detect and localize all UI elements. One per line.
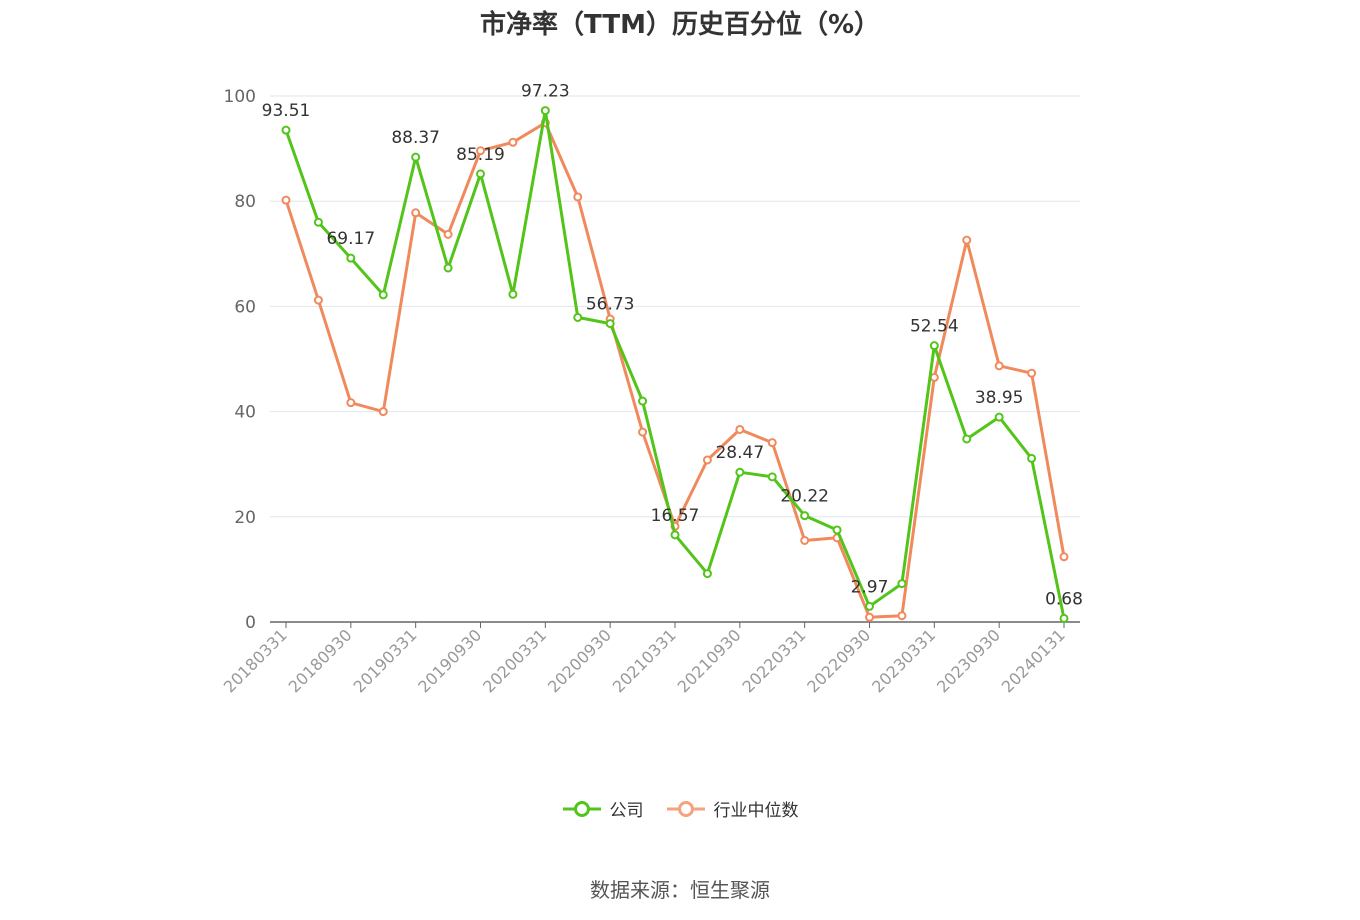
y-tick-label: 40	[234, 403, 256, 423]
data-point-company	[767, 472, 777, 482]
data-point-company	[1027, 453, 1037, 463]
data-point-industry	[800, 535, 810, 545]
grid-layer	[270, 95, 1080, 518]
x-tick-label: 20240131	[998, 625, 1069, 696]
data-point-industry	[865, 612, 874, 622]
x-tick-label: 20210930	[674, 625, 745, 696]
data-point-industry	[573, 192, 583, 202]
x-tick-label: 20180930	[285, 625, 356, 696]
data-label: 52.54	[910, 317, 959, 337]
data-point-industry	[443, 229, 453, 239]
series-line-industry	[284, 121, 1066, 619]
legend: 公司 行业中位数	[0, 796, 1360, 821]
data-label: 16.57	[651, 506, 700, 526]
data-point-industry	[767, 438, 777, 448]
data-label: 56.73	[586, 295, 635, 315]
data-point-company	[897, 579, 907, 589]
data-label-layer: 93.51 69.17 88.37 85.19 97.23 56.73 16.57 28.47…	[262, 82, 1083, 610]
data-point-industry	[508, 137, 518, 147]
data-point-company	[735, 467, 745, 477]
data-label: 88.37	[391, 128, 440, 148]
data-point-industry	[313, 295, 323, 305]
data-point-company	[962, 434, 972, 444]
data-point-company	[411, 152, 421, 162]
x-tick-label: 20220930	[803, 625, 874, 696]
data-point-company	[346, 253, 356, 263]
data-label: 69.17	[326, 229, 375, 249]
data-point-industry	[1059, 552, 1069, 562]
series-layer	[281, 106, 1069, 623]
x-tick-label: 20180331	[220, 625, 291, 696]
data-point-industry	[994, 361, 1004, 371]
chart-canvas: 0 20 40 60 80 100 2018033120180930201903312019…	[220, 82, 1083, 697]
data-point-company	[994, 412, 1004, 422]
y-tick-label: 80	[234, 192, 256, 212]
legend-company-label: 公司	[609, 801, 644, 821]
data-label: 0.68	[1045, 589, 1083, 609]
data-label: 38.95	[975, 388, 1024, 408]
data-point-company	[443, 263, 453, 273]
x-tick-label: 20200930	[544, 625, 615, 696]
x-tick-label: 20220331	[738, 625, 809, 696]
data-label: 97.23	[521, 82, 570, 102]
x-tick-label: 20200331	[479, 625, 550, 696]
data-point-industry	[411, 208, 421, 218]
data-point-industry	[638, 427, 648, 437]
data-label: 85.19	[456, 145, 505, 165]
data-point-industry	[929, 372, 939, 382]
data-point-industry	[281, 195, 291, 205]
data-point-company	[670, 530, 680, 540]
chart-title: 市净率（TTM）历史百分位（%）	[480, 10, 880, 40]
x-tick-label: 20210331	[609, 625, 680, 696]
data-point-industry	[476, 146, 485, 156]
legend-company-icon	[562, 800, 601, 817]
x-tick-label: 20230331	[868, 625, 939, 696]
data-label: 28.47	[715, 443, 764, 463]
data-point-company	[1059, 613, 1069, 623]
y-tick-label: 100	[224, 87, 256, 107]
legend-item-company[interactable]: 公司	[562, 796, 644, 821]
data-point-company	[313, 217, 323, 227]
data-point-industry	[962, 235, 972, 245]
data-point-company	[832, 525, 842, 535]
legend-item-industry[interactable]: 行业中位数	[666, 796, 799, 821]
data-label: 93.51	[262, 101, 311, 121]
data-point-company	[540, 106, 550, 116]
x-tick-label: 20190331	[349, 625, 420, 696]
data-point-company	[800, 511, 810, 521]
data-point-company	[605, 319, 615, 329]
data-point-industry	[1027, 368, 1037, 378]
data-point-company	[929, 341, 939, 351]
data-point-industry	[735, 424, 745, 434]
y-tick-label: 60	[234, 297, 256, 317]
y-tick-label: 0	[245, 613, 256, 633]
y-tick-label: 20	[234, 508, 256, 528]
data-point-company	[476, 169, 485, 179]
data-point-company	[702, 569, 712, 579]
x-tick-label: 20190930	[414, 625, 485, 696]
x-tick-label: 20230930	[933, 625, 1004, 696]
data-point-company	[865, 601, 874, 611]
data-point-company	[281, 125, 291, 135]
data-point-company	[508, 289, 518, 299]
data-source: 数据来源：恒生聚源	[590, 878, 770, 902]
data-label: 20.22	[780, 487, 829, 507]
data-point-industry	[378, 407, 388, 417]
legend-industry-label: 行业中位数	[713, 801, 799, 821]
data-point-company	[638, 396, 648, 406]
legend-industry-icon	[666, 800, 705, 817]
data-point-company	[378, 290, 388, 300]
series-line-company	[284, 109, 1066, 619]
data-label: 2.97	[851, 577, 889, 597]
data-point-industry	[897, 611, 907, 621]
data-point-industry	[702, 455, 712, 465]
data-point-industry	[346, 398, 356, 408]
data-point-company	[573, 312, 583, 322]
